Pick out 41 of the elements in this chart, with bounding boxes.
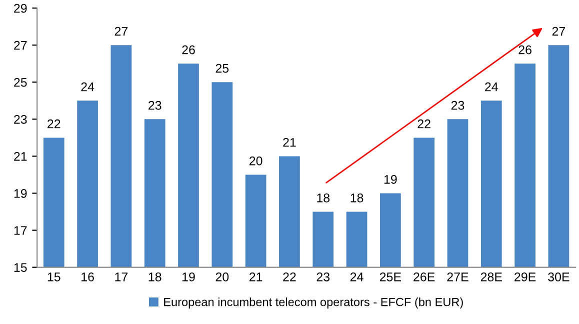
y-tick-label: 29 [14, 4, 27, 13]
x-tick-label: 20 [216, 272, 229, 282]
data-label: 27 [552, 26, 566, 36]
data-label: 23 [148, 100, 162, 110]
data-label: 24 [81, 82, 94, 92]
data-label: 18 [350, 193, 364, 202]
data-label: 23 [451, 100, 464, 110]
x-tick-label: 26E [414, 272, 435, 282]
data-label: 24 [485, 82, 498, 92]
y-tick-label: 15 [14, 263, 27, 272]
data-label: 21 [283, 138, 296, 147]
legend-label: European incumbent telecom operators - EFCF (bn EUR) [164, 298, 463, 309]
x-tick-label: 24 [350, 272, 364, 282]
y-tick-label: 19 [14, 189, 27, 198]
data-label: 25 [216, 64, 229, 73]
x-tick-label: 27E [447, 272, 468, 282]
data-label: 20 [249, 156, 262, 166]
y-tick-label: 17 [14, 226, 27, 235]
data-label: 19 [384, 174, 397, 184]
y-tick-label: 21 [14, 152, 27, 161]
x-tick-label: 21 [249, 272, 262, 282]
data-label: 26 [518, 45, 532, 54]
x-tick-label: 30E [548, 272, 570, 282]
y-tick-label: 25 [14, 78, 27, 87]
data-label: 22 [418, 119, 430, 128]
data-label: 22 [48, 119, 60, 128]
x-tick-label: 28E [480, 272, 502, 282]
data-label: 27 [114, 26, 128, 36]
data-label: 18 [317, 193, 330, 202]
y-tick-label: 23 [14, 114, 27, 124]
x-tick-label: 15 [48, 272, 60, 282]
x-tick-label: 18 [148, 272, 162, 282]
x-tick-label: 19 [182, 272, 195, 282]
x-tick-label: 25E [380, 272, 402, 282]
x-tick-label: 29E [514, 272, 536, 282]
x-tick-label: 22 [283, 272, 296, 282]
x-tick-label: 23 [316, 272, 330, 282]
x-tick-label: 17 [115, 272, 128, 282]
data-label: 26 [182, 45, 195, 54]
y-tick-label: 27 [14, 40, 27, 50]
x-tick-label: 16 [82, 272, 94, 282]
